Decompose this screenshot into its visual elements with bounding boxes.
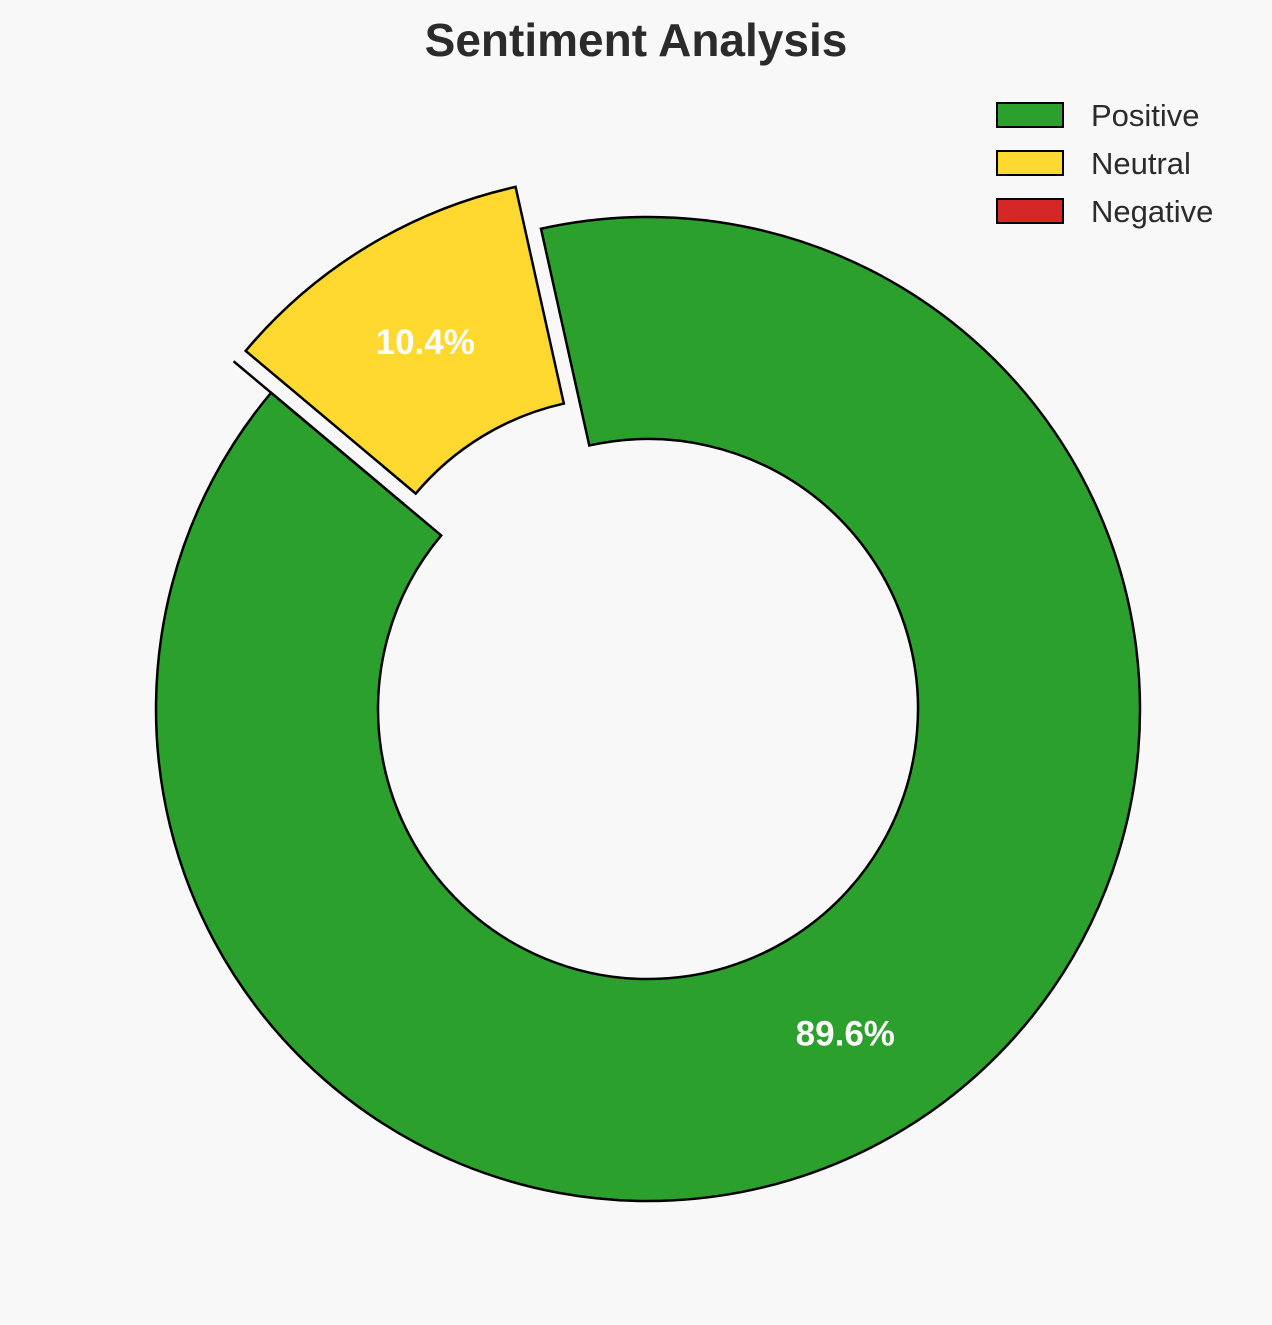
legend-label-negative: Negative (1091, 194, 1213, 229)
legend-swatch-positive (996, 102, 1064, 128)
legend-label-positive: Positive (1091, 98, 1200, 133)
legend-label-neutral: Neutral (1091, 146, 1191, 181)
legend-swatch-neutral (996, 150, 1064, 176)
slice-positive (154, 215, 1142, 1203)
slice-neutral (243, 185, 566, 496)
chart-title: Sentiment Analysis (425, 14, 848, 66)
donut-slices (154, 185, 1142, 1203)
legend: Positive Neutral Negative (996, 98, 1213, 229)
slice-negative (232, 360, 405, 505)
pct-label-neutral: 10.4% (376, 323, 475, 362)
percentage-labels: 89.6% 10.4% (376, 323, 895, 1053)
pct-label-positive: 89.6% (796, 1014, 895, 1053)
legend-swatch-negative (996, 198, 1064, 224)
